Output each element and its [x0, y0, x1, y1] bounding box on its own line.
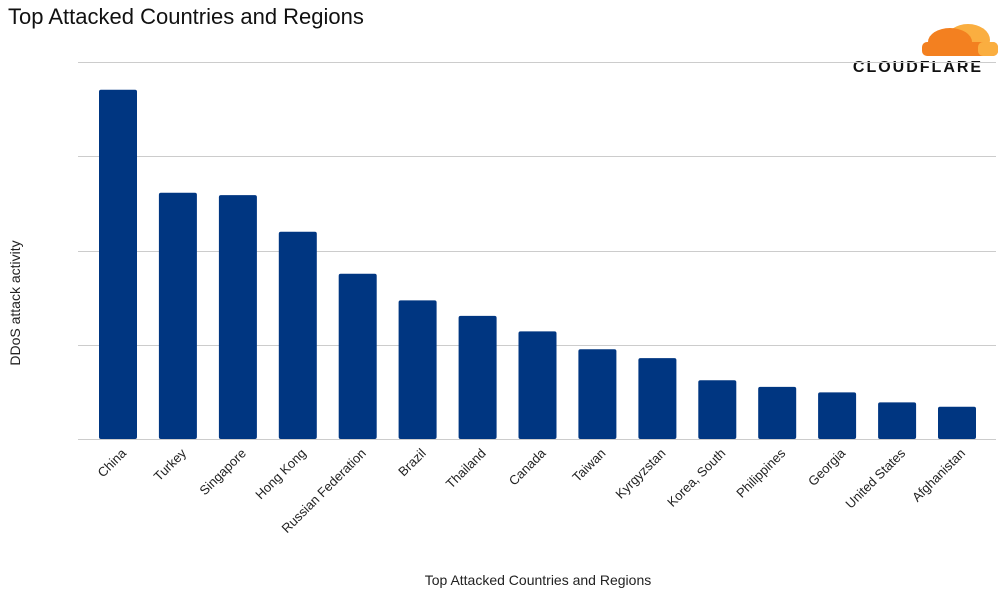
- bar-hong-kong: [278, 231, 317, 439]
- x-tick-label: Singapore: [196, 446, 249, 499]
- x-tick-label: Kyrgyzstan: [612, 446, 668, 502]
- x-tick-label: United States: [842, 445, 908, 511]
- bar-taiwan: [578, 349, 617, 439]
- bar-kyrgyzstan: [638, 358, 677, 439]
- x-tick-label: Philippines: [733, 445, 788, 500]
- bar-turkey: [158, 192, 197, 439]
- x-tick-label: Turkey: [151, 445, 190, 484]
- bar-korea-south: [698, 380, 737, 439]
- bar-china: [99, 89, 137, 439]
- bars: [99, 89, 976, 439]
- x-tick-label: Taiwan: [569, 446, 608, 485]
- chart-title: Top Attacked Countries and Regions: [8, 4, 364, 29]
- y-axis-label: DDoS attack activity: [7, 240, 23, 365]
- x-tick-label: Thailand: [443, 446, 489, 492]
- bar-canada: [518, 331, 557, 439]
- bar-afghanistan: [938, 406, 976, 439]
- bar-georgia: [818, 392, 857, 439]
- x-tick-label: Korea, South: [664, 446, 728, 510]
- bar-philippines: [758, 386, 797, 439]
- bar-brazil: [398, 300, 437, 439]
- x-tick-label: Afghanistan: [909, 446, 968, 505]
- x-tick-label: China: [94, 445, 129, 480]
- cloud-icon: [922, 24, 998, 56]
- bar-thailand: [458, 315, 497, 439]
- cloudflare-logo: CLOUDFLARE: [853, 24, 998, 76]
- x-axis-label: Top Attacked Countries and Regions: [425, 572, 651, 588]
- x-tick-label: Hong Kong: [252, 446, 309, 503]
- bar-singapore: [218, 195, 257, 439]
- x-tick-label: Georgia: [805, 445, 849, 489]
- x-tick-label: Canada: [506, 445, 549, 488]
- bar-russian-federation: [338, 273, 377, 439]
- x-tick-label: Brazil: [395, 445, 429, 479]
- logo-wordmark: CLOUDFLARE: [853, 59, 983, 76]
- bar-united-states: [878, 402, 917, 439]
